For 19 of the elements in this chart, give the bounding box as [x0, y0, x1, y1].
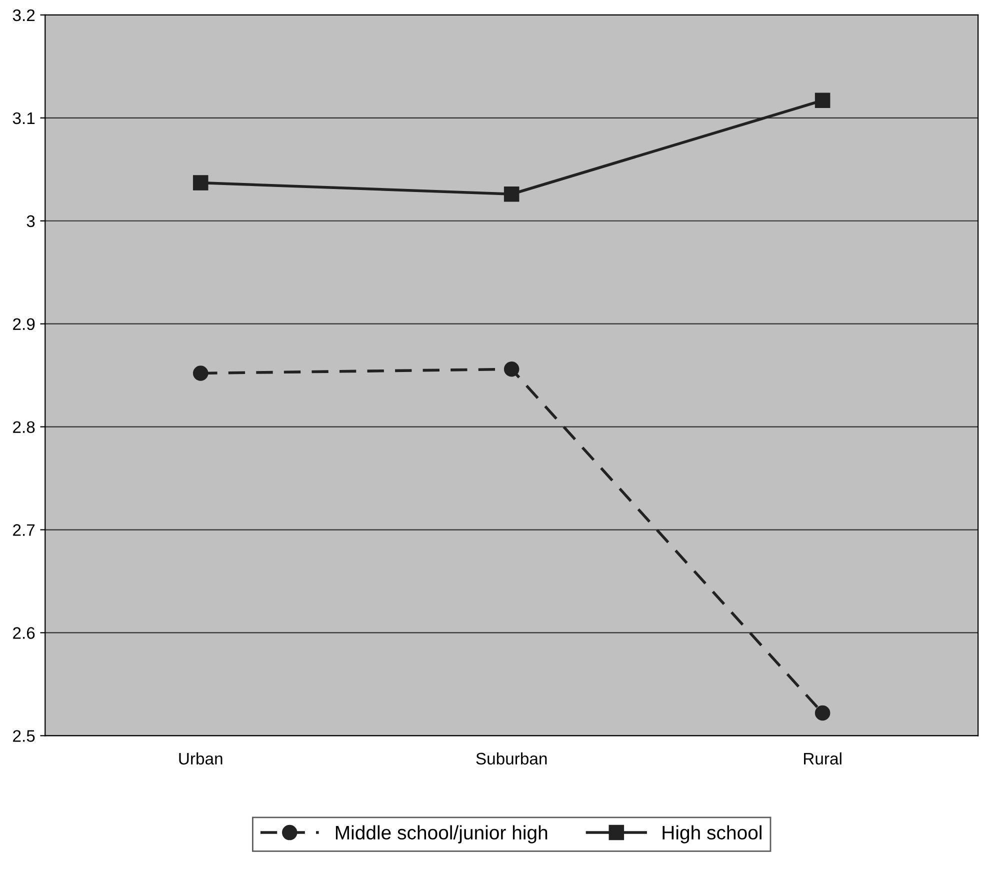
point	[504, 362, 520, 377]
point	[192, 366, 208, 381]
point	[814, 705, 830, 721]
x-tick-label: Urban	[179, 752, 222, 765]
x-tick-label: Rural	[804, 752, 842, 765]
x-tick-label: Suburban	[476, 752, 547, 765]
y-tick-label: 2.5	[13, 730, 35, 742]
point	[814, 92, 830, 108]
point	[192, 175, 208, 190]
y-tick-label: 2.6	[13, 627, 35, 639]
y-tick-label: 2.7	[13, 524, 35, 536]
point	[504, 186, 520, 202]
y-tick-label: 3.2	[12, 9, 35, 22]
legend-label: High school	[662, 825, 762, 844]
y-tick-label: 2.8	[13, 421, 35, 434]
y-tick-label: 2.9	[13, 318, 35, 330]
y-tick-label: 3.1	[12, 112, 35, 124]
y-tick-label: 3	[26, 215, 35, 228]
legend-label: Middle school/junior high	[336, 825, 548, 844]
